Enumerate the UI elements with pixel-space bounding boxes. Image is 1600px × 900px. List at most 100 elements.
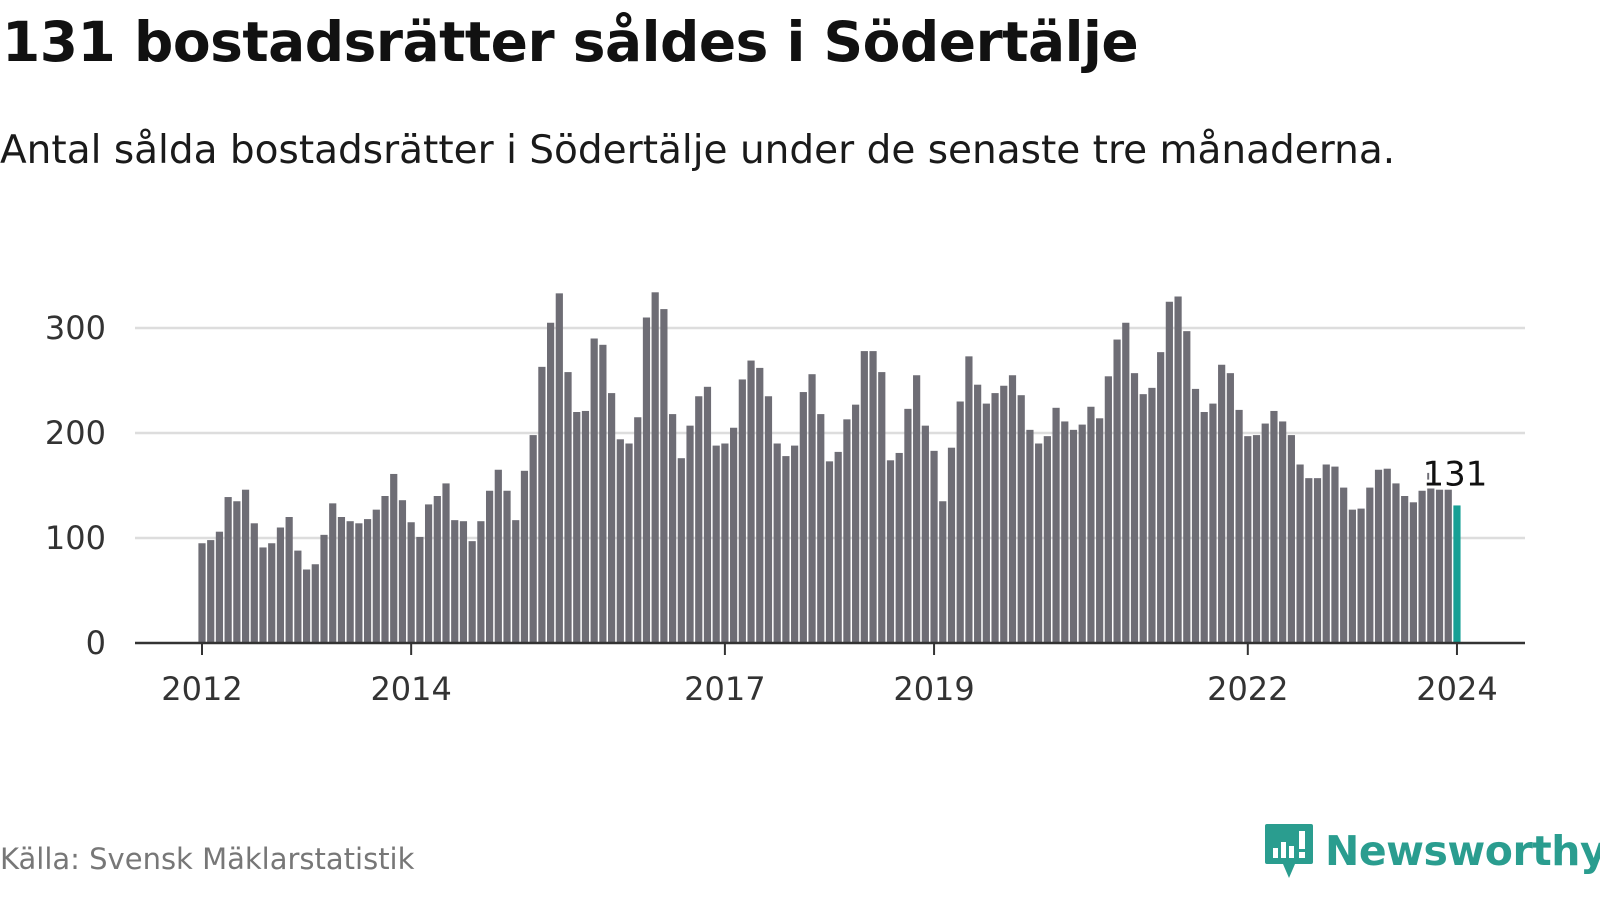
bar (930, 450, 938, 643)
bar (1017, 395, 1025, 643)
bar (442, 483, 450, 643)
bar (1244, 436, 1252, 643)
bar (1305, 478, 1313, 643)
bar (555, 293, 563, 643)
bar (1296, 464, 1304, 643)
bar-chart: 0 100 200 300 2012 2014 2017 2019 2022 2024 131 (45, 292, 1525, 708)
bar (538, 366, 546, 643)
bar (215, 531, 224, 643)
x-tick-label: 2022 (1207, 670, 1288, 708)
newsworthy-logo[interactable]: Newsworthy (1263, 822, 1600, 880)
bar (1279, 421, 1287, 643)
bar (1122, 322, 1130, 643)
x-tick-label: 2014 (370, 670, 451, 708)
bar (1270, 410, 1278, 643)
bar (485, 490, 494, 643)
bar (1157, 352, 1165, 643)
bar (372, 509, 380, 643)
bar (939, 501, 947, 643)
bar (721, 443, 729, 643)
bar (1435, 489, 1444, 643)
bar (302, 569, 311, 643)
bar (686, 425, 694, 643)
bar (363, 519, 372, 643)
bar (1165, 301, 1173, 643)
bar (1209, 403, 1217, 643)
bar (1026, 429, 1034, 643)
bar (825, 461, 834, 643)
bar (634, 417, 642, 643)
bar (869, 351, 877, 643)
bar (1357, 508, 1365, 643)
bar (381, 496, 389, 643)
bar (1383, 468, 1391, 643)
bar (904, 408, 912, 643)
bar (895, 452, 903, 643)
bar (1148, 387, 1156, 643)
bar (1392, 483, 1400, 643)
bar (459, 521, 468, 643)
bar (1427, 472, 1435, 643)
bar (1340, 487, 1348, 643)
bar (1366, 487, 1374, 643)
bar (677, 458, 685, 643)
bar (921, 425, 929, 643)
bar (669, 414, 677, 643)
bar (982, 403, 990, 643)
bar (390, 473, 398, 643)
bar-highlight (1453, 505, 1461, 643)
y-tick-label: 300 (45, 309, 106, 347)
y-tick-label: 200 (45, 414, 106, 452)
bar (886, 460, 895, 643)
bar (1087, 406, 1095, 643)
y-tick-label: 100 (45, 519, 106, 557)
bar (747, 360, 755, 643)
bar (651, 292, 659, 643)
bar (520, 470, 529, 643)
bar (799, 392, 807, 643)
bar (1348, 509, 1356, 643)
bar (1252, 435, 1261, 643)
bar (407, 522, 415, 643)
bar (320, 534, 328, 643)
bar (547, 322, 555, 643)
bar (529, 435, 537, 643)
bar (259, 547, 267, 643)
bar (1287, 435, 1295, 643)
bar (808, 374, 816, 643)
bar (878, 372, 886, 643)
bar (1035, 443, 1043, 643)
bar (773, 443, 781, 643)
bar (817, 414, 825, 643)
bar (337, 517, 346, 643)
bar (782, 456, 790, 643)
bar (433, 496, 441, 643)
bar (1444, 489, 1452, 643)
bar (276, 527, 285, 643)
brand-name: Newsworthy (1325, 827, 1600, 875)
bar (1313, 478, 1322, 643)
bar (1078, 424, 1086, 643)
bar (311, 564, 319, 643)
bar (346, 521, 354, 643)
bar (224, 497, 232, 643)
bar (738, 379, 746, 643)
bar (416, 536, 424, 643)
bar (791, 445, 799, 643)
bar (991, 393, 999, 643)
bar (1104, 376, 1112, 643)
bar (599, 344, 607, 643)
bar (1261, 423, 1269, 643)
bar (564, 372, 572, 643)
x-tick-label: 2012 (161, 670, 242, 708)
bar (1008, 375, 1017, 643)
bar (1061, 421, 1069, 643)
bar (730, 427, 738, 643)
x-tick-label: 2017 (684, 670, 765, 708)
bar (233, 501, 241, 643)
bar (268, 543, 276, 643)
bar (198, 543, 206, 643)
bar (913, 375, 921, 643)
bar (852, 404, 860, 643)
bar (494, 469, 502, 643)
